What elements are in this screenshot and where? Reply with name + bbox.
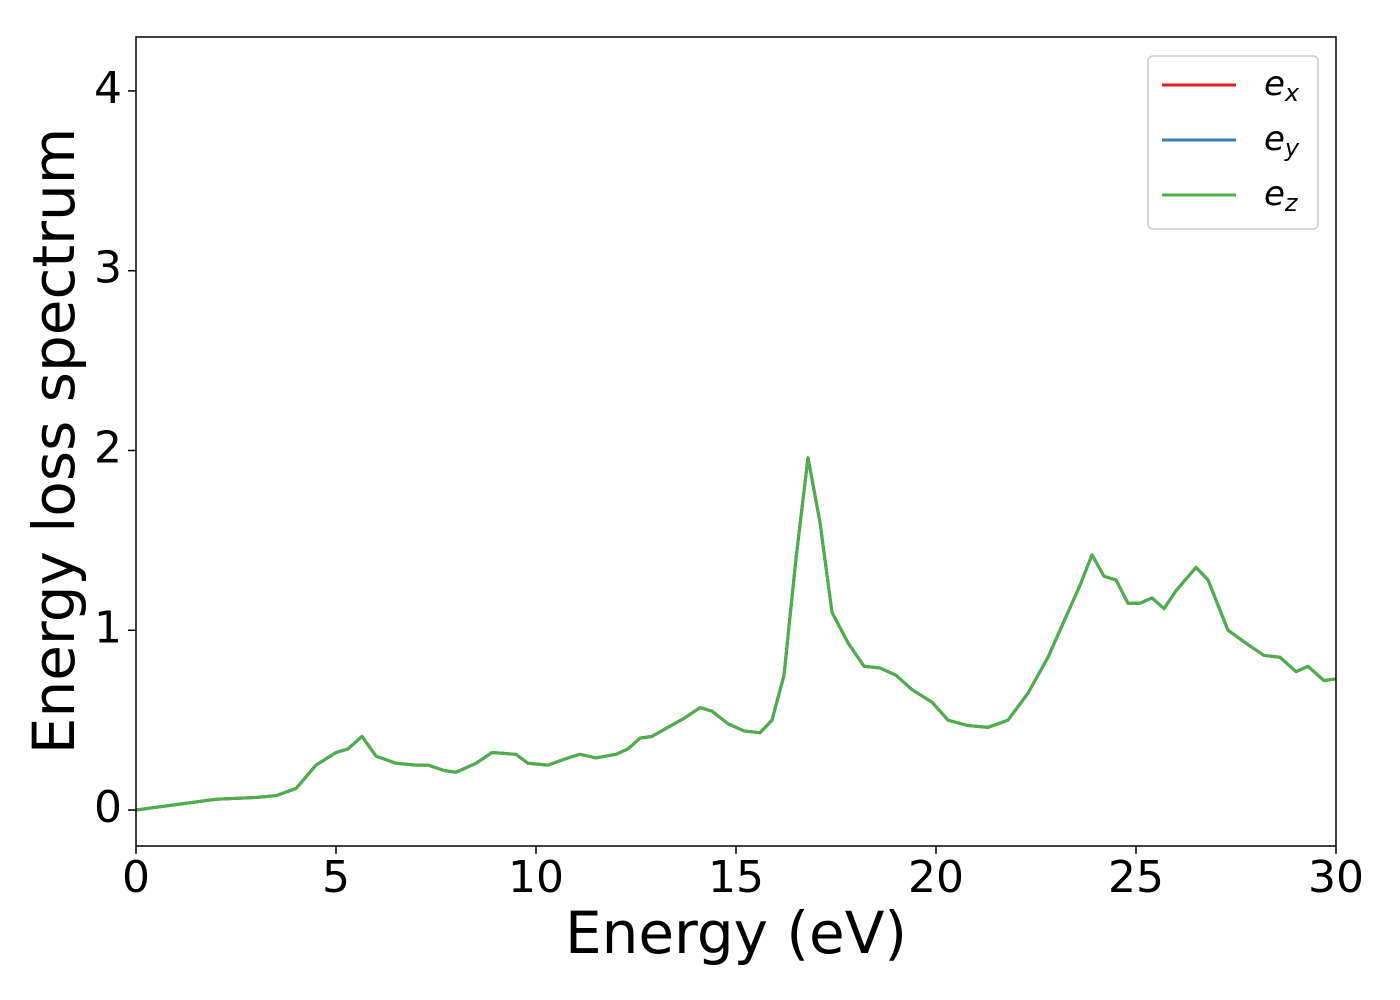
- x-tick-label: 20: [908, 852, 964, 903]
- x-tick-label: 15: [708, 852, 764, 903]
- legend-label: ex: [1264, 64, 1300, 108]
- x-tick-label: 0: [122, 852, 150, 903]
- x-tick-label: 25: [1108, 852, 1164, 903]
- y-tick-label: 2: [94, 422, 122, 473]
- x-tick-label: 5: [322, 852, 350, 903]
- legend-box: [1147, 55, 1319, 230]
- x-tick-label: 10: [508, 852, 564, 903]
- legend-label: ez: [1264, 174, 1299, 218]
- series-line: [135, 456, 1337, 812]
- legend-label: ey: [1264, 119, 1300, 163]
- series-line: [135, 456, 1337, 812]
- x-axis-label: Energy (eV): [565, 899, 907, 967]
- plot-frame: [135, 36, 1337, 847]
- y-axis-label: Energy loss spectrum: [20, 128, 88, 754]
- y-tick-label: 0: [94, 782, 122, 833]
- y-tick-label: 1: [94, 602, 122, 653]
- series-line: [135, 456, 1337, 812]
- y-tick-label: 3: [94, 243, 122, 294]
- y-tick-label: 4: [94, 63, 122, 114]
- x-tick-label: 30: [1308, 852, 1364, 903]
